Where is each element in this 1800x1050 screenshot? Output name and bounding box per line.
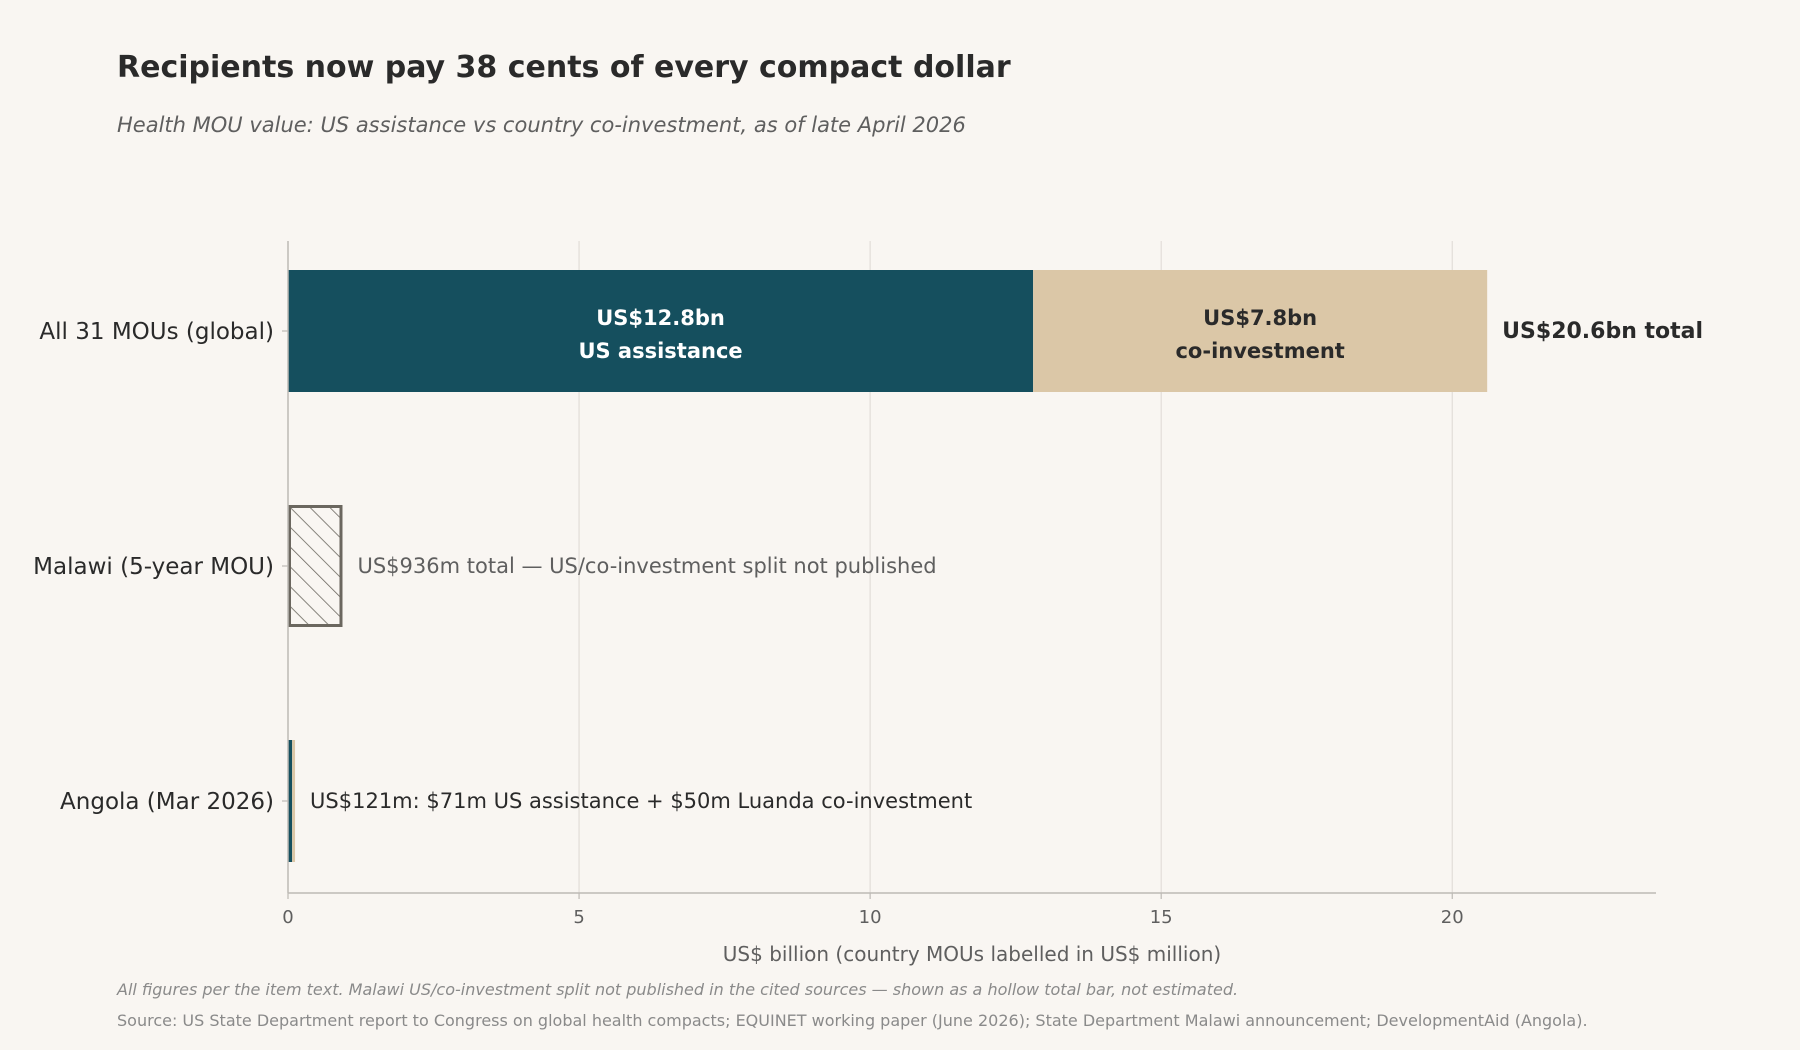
x-axis-title: US$ billion (country MOUs labelled in US…: [723, 942, 1221, 966]
bar-hollow-total: [288, 505, 343, 627]
segment-label-us: US assistance: [578, 339, 742, 363]
y-category-label: Angola (Mar 2026): [60, 789, 274, 815]
x-tick-label: 5: [573, 907, 584, 928]
chart-title: Recipients now pay 38 cents of every com…: [117, 50, 1011, 85]
segment-label-co: co-investment: [1175, 339, 1344, 363]
chart-source: Source: US State Department report to Co…: [117, 1011, 1588, 1030]
x-tick-label: 10: [859, 907, 882, 928]
bar-chart: 0 5 10 15 20 US$ billion (country MOUs labell…: [33, 241, 1703, 966]
bar-us-assistance: [288, 740, 293, 862]
segment-label-co: US$7.8bn: [1203, 306, 1317, 330]
axes: 0 5 10 15 20 US$ billion (country MOUs labell…: [33, 241, 1656, 966]
bar-us-assistance: [288, 270, 1034, 392]
bars: [288, 270, 1488, 862]
x-tick-label: 15: [1150, 907, 1173, 928]
chart-subtitle: Health MOU value: US assistance vs count…: [117, 113, 966, 137]
y-category-label: All 31 MOUs (global): [39, 319, 274, 345]
segment-label-us: US$12.8bn: [596, 306, 725, 330]
data-labels: US$12.8bn US assistance US$7.8bn co-investm…: [310, 306, 1703, 813]
x-tick-label: 20: [1441, 907, 1464, 928]
bar-co-investment: [292, 740, 296, 862]
chart-footnote: All figures per the item text. Malawi US…: [117, 980, 1239, 999]
y-category-label: Malawi (5-year MOU): [33, 554, 274, 580]
end-label: US$936m total — US/co-investment split n…: [357, 554, 936, 578]
end-label: US$20.6bn total: [1502, 319, 1703, 344]
end-label: US$121m: $71m US assistance + $50m Luand…: [310, 789, 972, 813]
x-tick-label: 0: [282, 907, 293, 928]
bar-co-investment: [1033, 270, 1488, 392]
